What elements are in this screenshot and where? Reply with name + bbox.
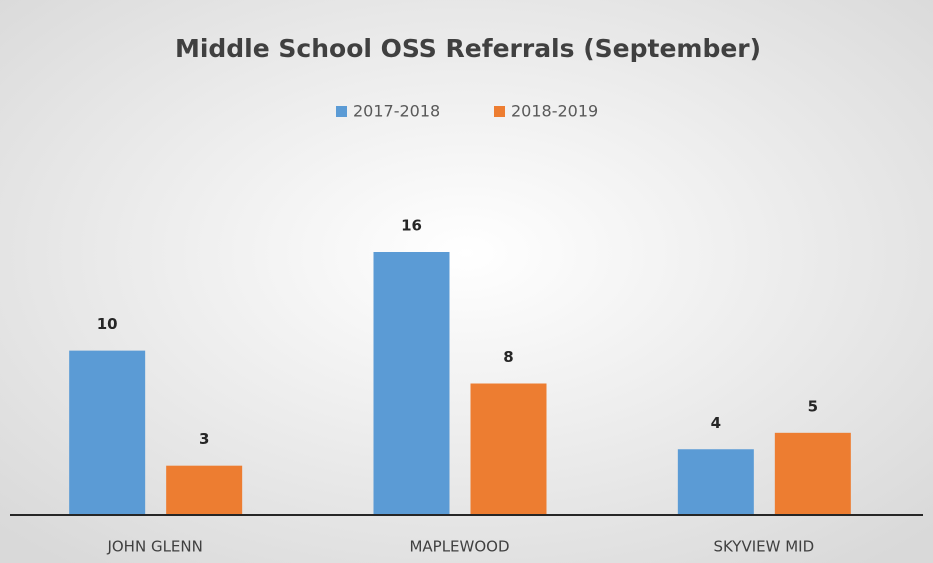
x-tick-label: MAPLEWOOD xyxy=(409,538,509,556)
data-label: 3 xyxy=(199,430,209,448)
data-label: 5 xyxy=(808,397,818,415)
data-label: 8 xyxy=(503,348,513,366)
bar xyxy=(677,449,754,515)
bar xyxy=(373,252,450,515)
legend-swatch xyxy=(336,106,347,117)
x-tick-label: SKYVIEW MID xyxy=(713,538,814,556)
bar xyxy=(470,383,547,515)
bar xyxy=(69,350,146,515)
data-label: 4 xyxy=(711,414,721,432)
data-label: 16 xyxy=(401,217,422,235)
x-tick-label: JOHN GLENN xyxy=(106,538,202,556)
data-label: 10 xyxy=(97,315,118,333)
chart-title: Middle School OSS Referrals (September) xyxy=(175,34,761,63)
legend-label: 2018-2019 xyxy=(511,102,598,121)
legend-label: 2017-2018 xyxy=(353,102,440,121)
bar xyxy=(774,432,851,515)
legend-swatch xyxy=(494,106,505,117)
bar xyxy=(166,465,243,515)
